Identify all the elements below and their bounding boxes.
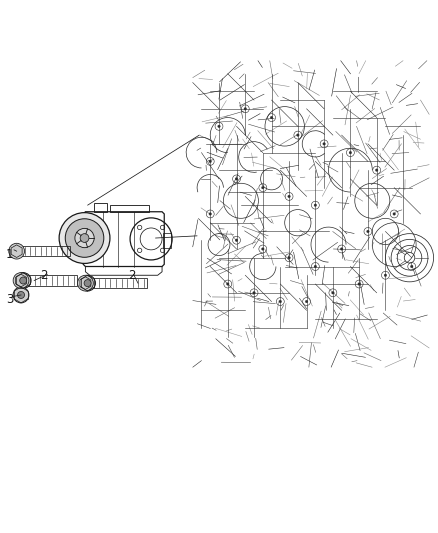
Circle shape [75,229,94,248]
Circle shape [18,292,25,298]
Circle shape [209,160,212,163]
Circle shape [78,275,93,291]
Circle shape [65,219,104,257]
Circle shape [288,195,290,198]
Circle shape [340,248,343,251]
Circle shape [323,142,325,145]
Circle shape [375,169,378,172]
Text: 3: 3 [6,293,13,306]
Circle shape [235,239,238,241]
Circle shape [358,282,360,285]
Circle shape [209,213,212,215]
Circle shape [384,274,387,277]
Circle shape [314,204,317,206]
Polygon shape [193,61,429,367]
Bar [163,233,171,248]
Circle shape [244,108,247,110]
Text: 2: 2 [127,269,135,282]
Circle shape [410,265,413,268]
Circle shape [59,213,110,263]
Circle shape [235,177,238,180]
Circle shape [367,230,369,233]
Circle shape [314,265,317,268]
Circle shape [20,277,27,284]
Circle shape [13,273,29,288]
Circle shape [288,256,290,259]
Text: 2: 2 [40,269,48,282]
Circle shape [15,273,31,288]
Circle shape [270,116,273,119]
Circle shape [80,233,89,243]
Circle shape [393,213,396,215]
Circle shape [305,300,308,303]
Circle shape [84,280,91,287]
Circle shape [279,300,282,303]
Circle shape [226,282,229,285]
Circle shape [13,287,29,303]
Text: 1: 1 [6,248,14,261]
Circle shape [349,151,352,154]
Circle shape [218,125,220,128]
Circle shape [9,243,25,259]
Circle shape [261,248,264,251]
Circle shape [332,292,334,294]
Circle shape [297,134,299,136]
Circle shape [80,275,95,291]
Circle shape [253,292,255,294]
Circle shape [261,187,264,189]
